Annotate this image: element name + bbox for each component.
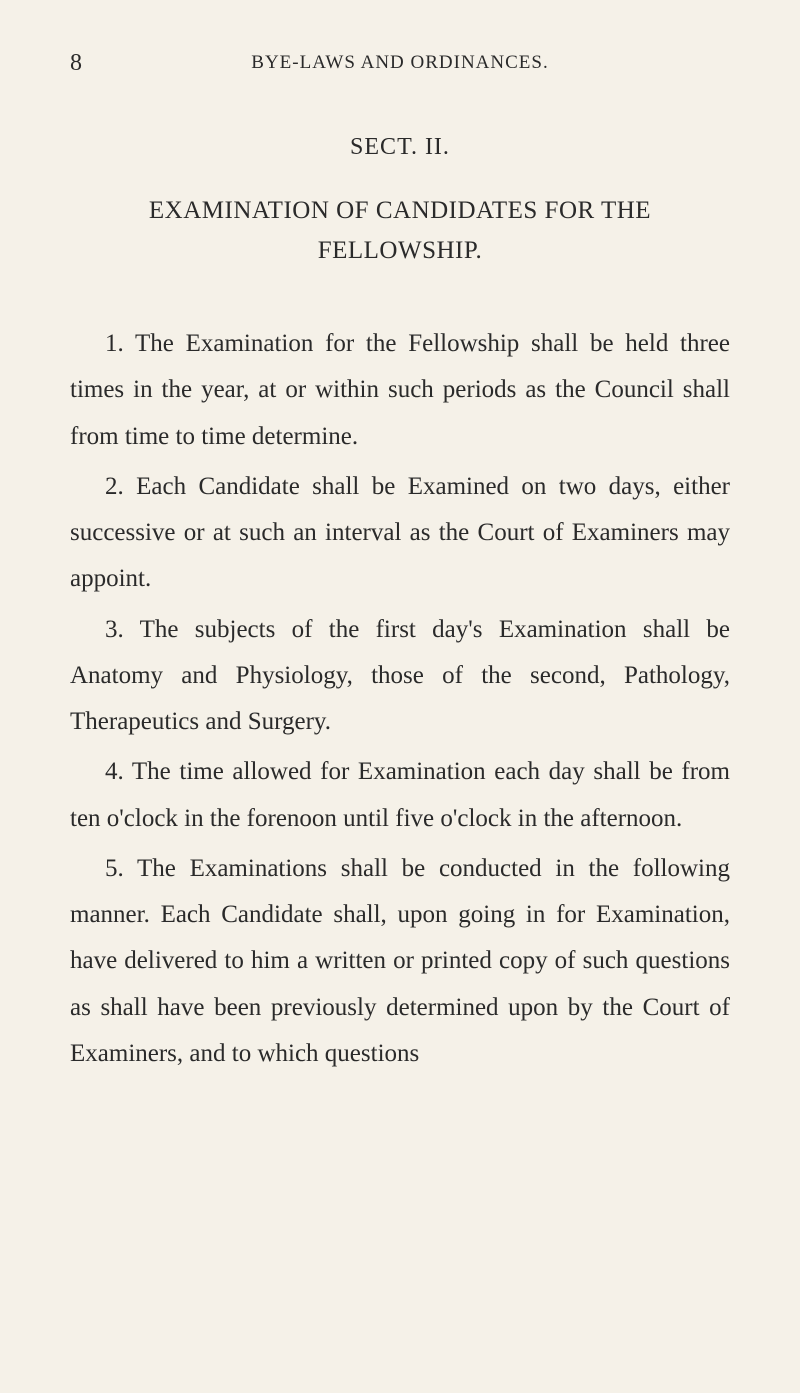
section-number: SECT. II. <box>70 134 730 161</box>
section-title: EXAMINATION OF CANDIDATES FOR THE FELLOW… <box>70 191 730 271</box>
running-header: BYE-LAWS AND ORDINANCES. <box>70 52 730 74</box>
paragraph-3: 3. The subjects of the first day's Exami… <box>70 607 730 746</box>
paragraph-1: 1. The Examination for the Fellowship sh… <box>70 321 730 460</box>
paragraph-2: 2. Each Candidate shall be Examined on t… <box>70 464 730 603</box>
page-number: 8 <box>70 50 82 77</box>
paragraph-5: 5. The Examinations shall be conducted i… <box>70 846 730 1077</box>
paragraph-4: 4. The time allowed for Examination each… <box>70 749 730 842</box>
